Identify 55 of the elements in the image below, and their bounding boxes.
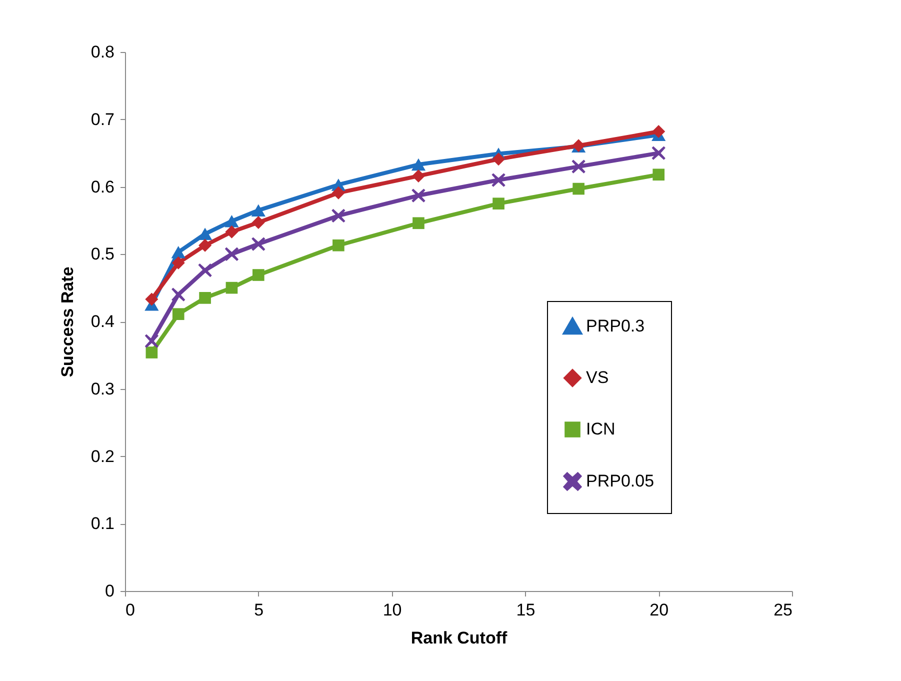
- y-tick-label: 0.2: [90, 446, 114, 466]
- x-tick-label: 5: [254, 600, 264, 620]
- point: [198, 263, 212, 278]
- point: [226, 282, 238, 294]
- point: [144, 334, 158, 348]
- point: [252, 237, 266, 251]
- point: [492, 152, 506, 166]
- point: [572, 182, 584, 195]
- point: [172, 308, 184, 320]
- point: [172, 256, 185, 270]
- point: [652, 124, 666, 138]
- point: [224, 247, 239, 261]
- point: [492, 198, 504, 210]
- point: [652, 168, 665, 181]
- point: [198, 228, 212, 240]
- point: [411, 158, 426, 171]
- point: [412, 217, 424, 230]
- point: [252, 216, 265, 229]
- x-axis-title: Rank Cutoff: [410, 628, 508, 648]
- y-tick-label: 0.1: [90, 514, 114, 534]
- y-tick-label: 0.6: [90, 177, 114, 196]
- point: [572, 160, 586, 174]
- y-tick-label: 0: [105, 582, 114, 600]
- point: [225, 225, 238, 238]
- x-tick-label: 15: [516, 600, 536, 620]
- point: [224, 214, 239, 228]
- x-tick-label: 20: [650, 600, 669, 620]
- point: [332, 208, 346, 223]
- point: [332, 186, 345, 200]
- point: [412, 169, 425, 182]
- y-axis-title: Success Rate: [58, 266, 77, 378]
- y-tick-label: 0.3: [90, 379, 114, 398]
- x-tick-label: 25: [774, 600, 792, 620]
- point: [199, 292, 211, 304]
- point: [652, 146, 666, 160]
- legend-label: VS: [586, 368, 609, 387]
- legend-label: ICN: [586, 420, 616, 438]
- legend-label: PRP0.3: [586, 316, 645, 336]
- point: [412, 188, 426, 202]
- y-tick-label: 0.8: [90, 42, 114, 62]
- point: [172, 288, 186, 302]
- point: [332, 239, 344, 252]
- point: [146, 346, 158, 358]
- point: [145, 292, 158, 306]
- legend-label: PRP0.05: [586, 472, 654, 490]
- point: [251, 204, 266, 216]
- point: [198, 238, 212, 252]
- point: [492, 173, 506, 187]
- y-tick-label: 0.7: [90, 110, 114, 129]
- y-tick-label: 0.4: [90, 312, 114, 331]
- x-tick-label: 10: [382, 600, 402, 620]
- point: [171, 246, 186, 258]
- y-tick-label: 0.5: [90, 244, 114, 264]
- x-tick-label: 0: [126, 600, 135, 620]
- point: [252, 269, 264, 281]
